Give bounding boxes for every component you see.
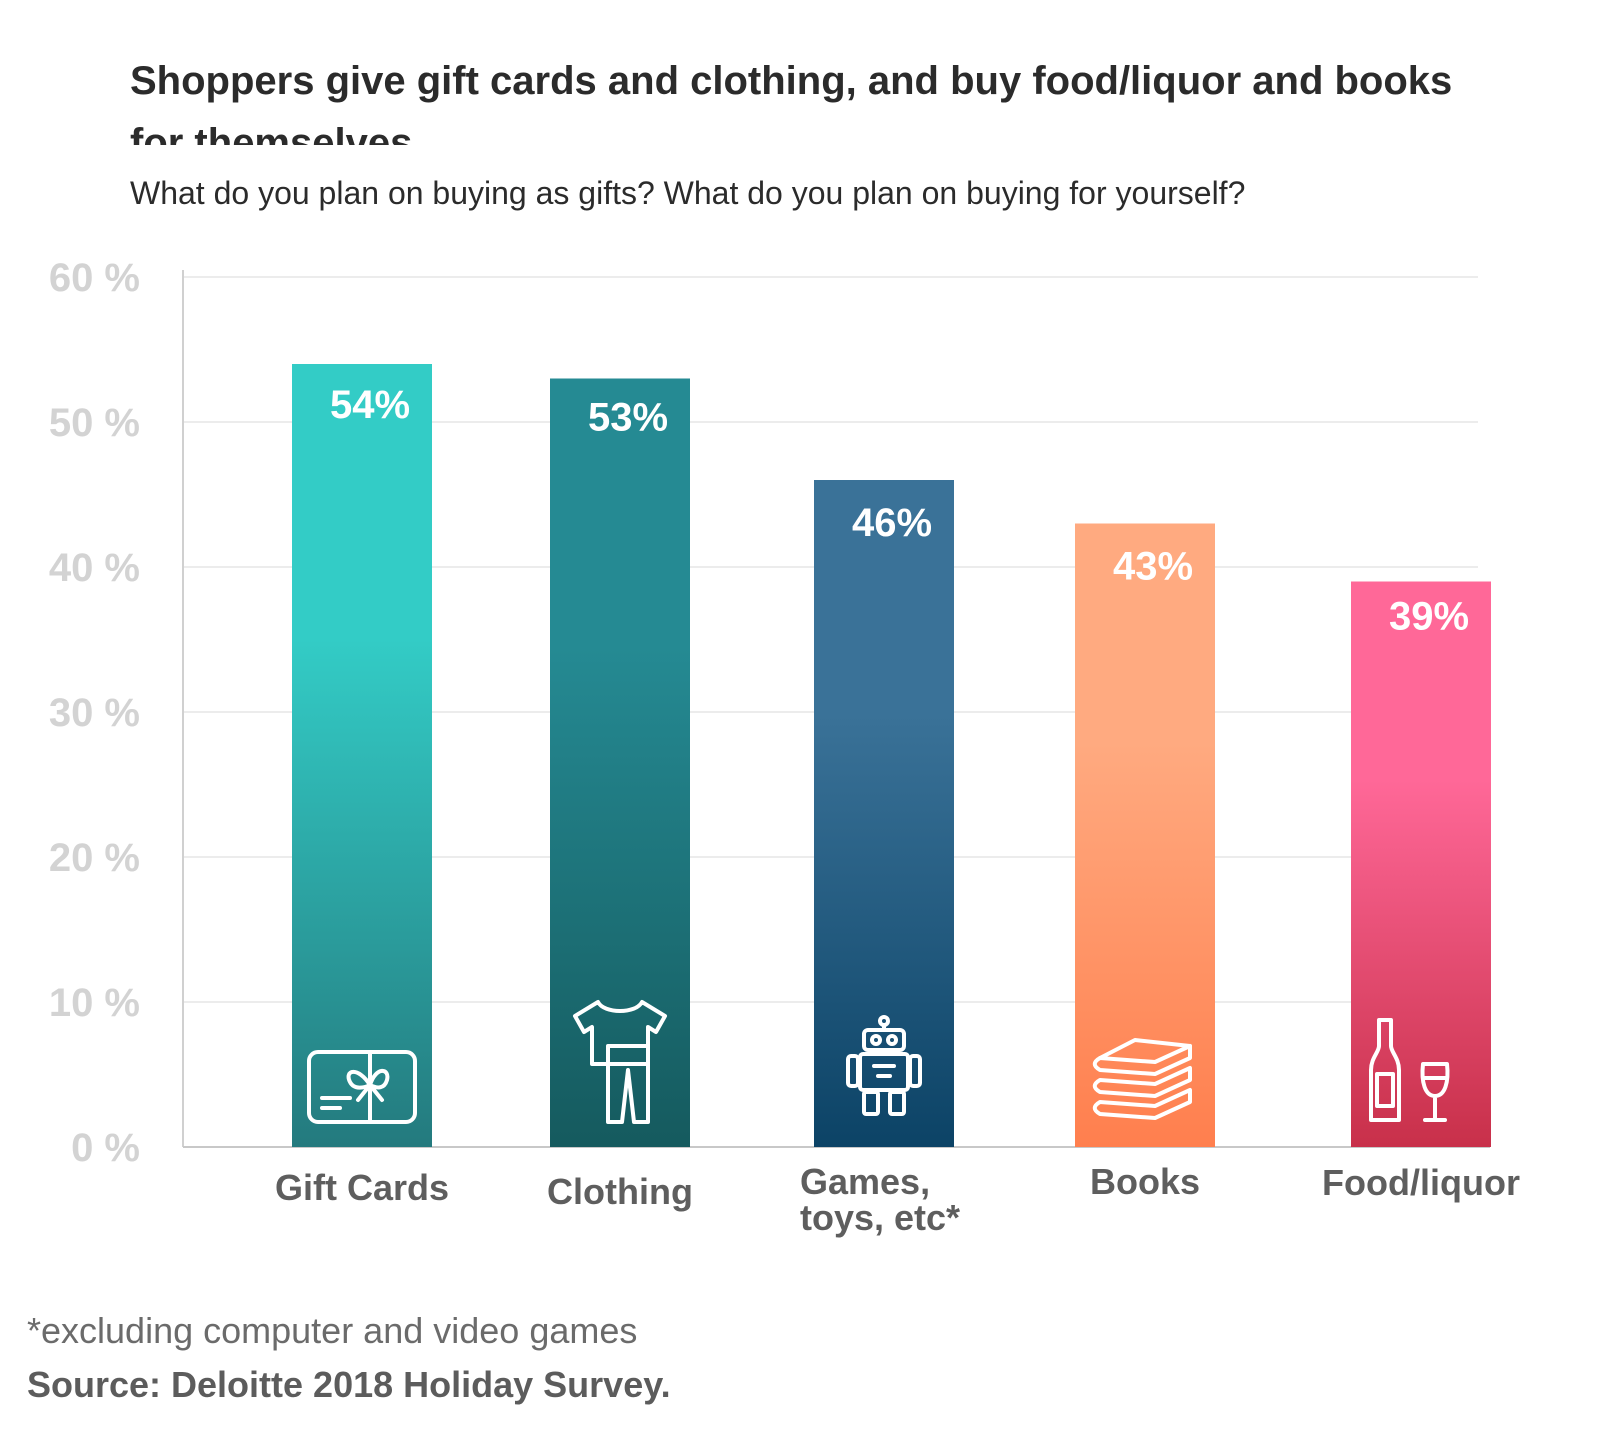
bar-2 [550,378,690,1147]
value-label: 43% [1113,545,1193,589]
bar-3 [814,480,954,1147]
y-tick-label: 0 % [71,1126,140,1170]
clothing-icon [573,1000,667,1124]
x-tick-label: Clothing [547,1171,693,1212]
value-label: 54% [330,383,410,427]
source-note: Source: Deloitte 2018 Holiday Survey. [27,1364,671,1405]
y-tick-label: 60 % [49,256,140,300]
axes: 0 % 10 % 20 % 30 % 40 % 50 % 60 % [49,256,1490,1170]
x-tick-label: Food/liquor [1322,1162,1520,1203]
data-labels: 54% 53% 46% 43% 39% [330,383,1469,639]
y-tick-label: 10 % [49,981,140,1025]
chart-subtitle: What do you plan on buying as gifts? Wha… [130,175,1246,211]
bar-1 [292,364,432,1147]
y-tick-label: 40 % [49,546,140,590]
value-label: 39% [1389,595,1469,639]
bar-icons [307,1000,1450,1124]
bar-5 [1351,581,1491,1147]
value-label: 53% [588,396,668,440]
x-tick-label: Games, toys, etc* [800,1161,960,1238]
bars [292,364,1491,1147]
robot-icon [846,1015,922,1116]
wine-icon [1369,1018,1450,1122]
y-tick-label: 30 % [49,691,140,735]
x-tick-label: Books [1090,1161,1200,1202]
books-icon [1092,1038,1192,1120]
bar-4 [1075,523,1215,1147]
value-label: 46% [852,501,932,545]
bar-chart: 0 % 10 % 20 % 30 % 40 % 50 % 60 % 54% 53% 46% 43%… [49,256,1520,1238]
y-tick-label: 50 % [49,401,140,445]
y-tick-label: 20 % [49,836,140,880]
x-tick-label: Gift Cards [275,1167,449,1208]
chart-title: Shoppers give gift cards and clothing, a… [130,59,1453,145]
gift-card-icon [307,1050,417,1124]
category-labels: Gift Cards Clothing Games, toys, etc* Books F… [275,1161,1520,1238]
footnote: *excluding computer and video games [27,1310,638,1351]
